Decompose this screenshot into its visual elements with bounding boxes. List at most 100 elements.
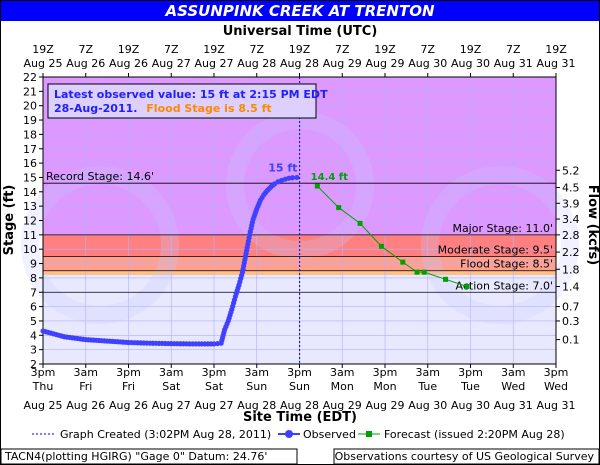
top-tick-label-date: Aug 31 [494,57,533,70]
bottom-tick-label-hour: 3pm [458,366,483,379]
y-tick-label: 18 [23,128,37,141]
bottom-tick-label-hour: 3pm [116,366,141,379]
bottom-tick-label-day: Fri [122,380,135,393]
forecast-point [400,259,406,265]
y-tick-label: 11 [23,229,37,242]
y-tick-label: 20 [23,100,37,113]
footer-datum: TACN4(plotting HGIRG) "Gage 0" Datum: 24… [4,450,267,463]
top-tick-label-z: 19Z [118,43,140,56]
left-axis-title: Stage (ft) [2,185,17,256]
y-tick-label: 4 [30,329,37,342]
bottom-tick-label-day: Wed [544,380,568,393]
y-tick-label: 19 [23,114,37,127]
legend-forecast: Forecast (issued 2:20PM Aug 28) [384,428,565,441]
y-tick-label: 5 [30,315,37,328]
legend-observed: Observed [303,428,356,441]
bottom-tick-label-date: Aug 26 [66,399,105,412]
top-tick-label-z: 7Z [506,43,521,56]
forecast-point [336,205,342,211]
top-tick-label-date: Aug 29 [323,57,362,70]
bottom-tick-label-hour: 3am [501,366,525,379]
y-tick-label: 2 [30,358,37,371]
bottom-tick-label-day: Sun [289,380,310,393]
bottom-tick-label-day: Sat [162,380,181,393]
stage-thresholds: Record Stage: 14.6' Major Stage: 11.0' Mod… [43,170,556,293]
top-tick-label-date: Aug 28 [237,57,276,70]
forecast-start-label: 14.4 ft [311,172,349,183]
threshold-label: Action Stage: 7.0' [456,279,553,292]
right-axis-title: Flow (kcfs) [585,185,600,265]
top-tick-label-date: Aug 25 [24,57,63,70]
bottom-tick-label-date: Aug 28 [280,399,319,412]
y-tick-label: 21 [23,85,37,98]
top-tick-label-date: Aug 26 [66,57,105,70]
bottom-tick-label-hour: 3am [416,366,440,379]
forecast-point [443,276,449,282]
flow-tick-label: 4.5 [562,181,580,194]
bottom-tick-label-hour: 3pm [373,366,398,379]
y-tick-label: 13 [23,200,37,213]
observed-peak-label: 15 ft [268,161,297,174]
bottom-tick-label-hour: 3pm [202,366,227,379]
top-tick-label-z: 19Z [545,43,567,56]
forecast-point [314,183,320,189]
bottom-tick-label-date: Aug 26 [109,399,148,412]
y-tick-label: 9 [30,258,37,271]
y-tick-label: 15 [23,171,37,184]
latest-value-line2: 28-Aug-2011. Flood Stage is 8.5 ft [54,102,272,115]
bottom-tick-label-day: Mon [373,380,396,393]
bottom-tick-label-date: Aug 27 [195,399,234,412]
bottom-tick-label-date: Aug 28 [237,399,276,412]
bottom-tick-label-date: Aug 30 [451,399,490,412]
top-tick-label-z: 7Z [249,43,264,56]
legend-graph-created: Graph Created (3:02PM Aug 28, 2011) [60,428,271,441]
bottom-tick-label-hour: 3pm [31,366,56,379]
y-tick-label: 22 [23,71,37,84]
threshold-label: Major Stage: 11.0' [452,222,553,235]
top-tick-label-z: 19Z [289,43,311,56]
flow-tick-label: 1.8 [562,263,580,276]
bottom-tick-label-hour: 3am [245,366,269,379]
bottom-tick-label-date: Aug 29 [323,399,362,412]
top-tick-label-date: Aug 26 [109,57,148,70]
top-tick-label-z: 7Z [78,43,93,56]
y-tick-label: 3 [30,344,37,357]
flow-tick-label: 2.8 [562,229,580,242]
threshold-label: Moderate Stage: 9.5' [438,243,553,256]
top-tick-label-date: Aug 27 [195,57,234,70]
bottom-tick-label-hour: 3pm [544,366,569,379]
y-tick-label: 10 [23,243,37,256]
bottom-tick-label-date: Aug 30 [408,399,447,412]
latest-value-box: Latest observed value: 15 ft at 2:15 PM … [47,83,328,119]
bottom-tick-label-day: Wed [501,380,525,393]
bottom-tick-label-hour: 3pm [287,366,312,379]
chart-title: ASSUNPINK CREEK AT TRENTON [164,2,434,20]
bottom-tick-label-date: Aug 31 [494,399,533,412]
bottom-tick-label-date: Aug 25 [24,399,63,412]
bottom-tick-label-date: Aug 31 [537,399,576,412]
bottom-tick-label-day: Tue [460,380,480,393]
latest-value-line1: Latest observed value: 15 ft at 2:15 PM … [54,88,328,101]
bottom-tick-label-date: Aug 29 [366,399,405,412]
flow-tick-label: 3.4 [562,213,580,226]
top-tick-label-z: 19Z [460,43,482,56]
top-tick-label-date: Aug 27 [152,57,191,70]
top-tick-label-z: 7Z [335,43,350,56]
top-tick-label-z: 19Z [32,43,54,56]
top-tick-label-z: 19Z [203,43,225,56]
observed-series: 15 ft [40,161,300,347]
bottom-tick-label-day: Thu [32,380,54,393]
forecast-point [414,269,420,275]
bottom-tick-label-day: Sun [246,380,267,393]
y-tick-label: 14 [23,186,37,199]
top-tick-label-z: 7Z [164,43,179,56]
bottom-tick-label-date: Aug 27 [152,399,191,412]
y-tick-label: 17 [23,143,37,156]
bottom-tick-label-day: Sat [205,380,224,393]
flood-stage-note: Flood Stage is 8.5 ft [146,102,271,115]
top-tick-label-z: 19Z [374,43,396,56]
top-tick-label-date: Aug 31 [537,57,576,70]
y-tick-label: 12 [23,215,37,228]
